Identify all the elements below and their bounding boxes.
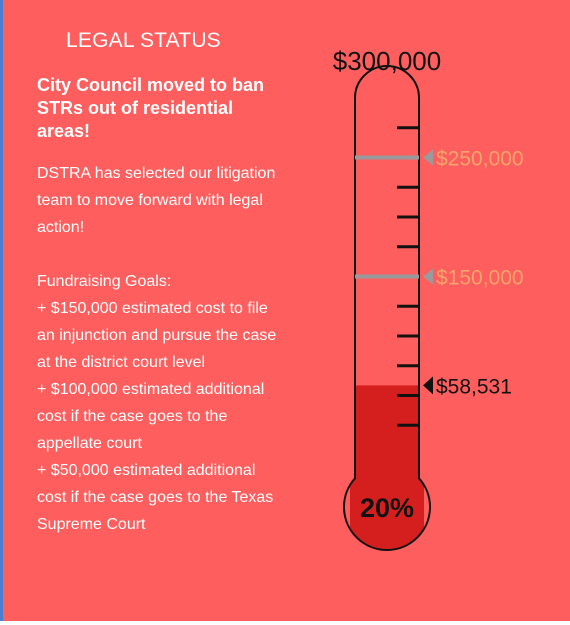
goals-heading: Fundraising Goals:: [37, 273, 172, 290]
raised-label: $58,531: [436, 375, 512, 398]
raised-arrow: [423, 376, 433, 395]
milestone-arrow: [423, 149, 433, 166]
paragraph-gap: [37, 241, 277, 268]
intro-paragraph: DSTRA has selected our litigation team t…: [37, 165, 276, 236]
fundraising-thermometer: $300,000 $250,000 $150,000 $58,531 20%: [333, 46, 524, 551]
goal-item: + $150,000 estimated cost to file an inj…: [37, 300, 277, 371]
goal-label: $300,000: [333, 46, 441, 76]
section-title: LEGAL STATUS: [66, 29, 221, 52]
body-text: DSTRA has selected our litigation team t…: [37, 160, 277, 538]
goal-item: + $100,000 estimated additional cost if …: [37, 381, 265, 452]
percent-label: 20%: [360, 493, 414, 523]
milestone-label: $150,000: [436, 267, 524, 290]
milestone-label: $250,000: [436, 148, 524, 171]
headline: City Council moved to ban STRs out of re…: [37, 75, 265, 141]
milestone-arrow: [423, 268, 433, 285]
thermometer-outline: [343, 65, 431, 551]
thermometer-fill: [350, 385, 424, 550]
goal-item: + $50,000 estimated additional cost if t…: [37, 462, 274, 533]
